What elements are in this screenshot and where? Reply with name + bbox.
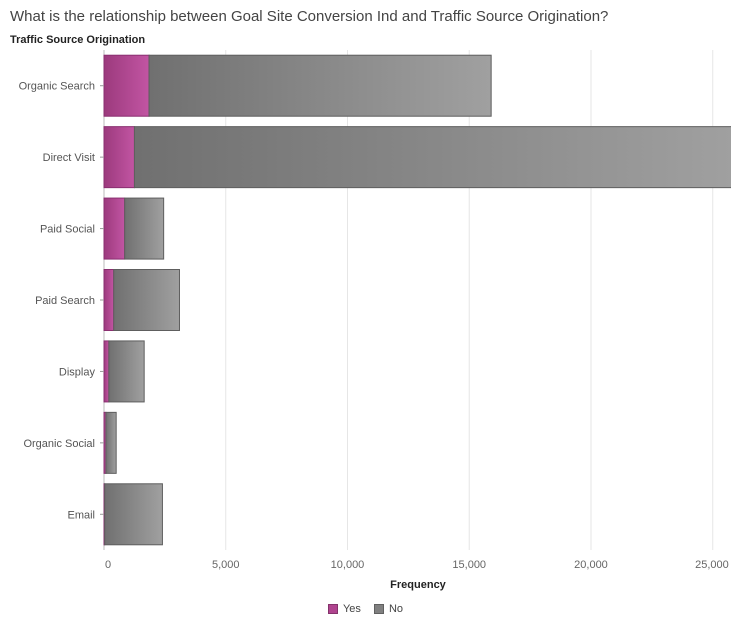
bar-no-email[interactable]	[104, 483, 163, 546]
bar-yes-direct-visit[interactable]	[103, 126, 135, 189]
category-label: Organic Social	[23, 438, 95, 450]
category-label: Organic Search	[19, 81, 95, 93]
bar-no-direct-visit[interactable]	[133, 126, 731, 189]
bar-no-organic-social[interactable]	[105, 411, 117, 474]
legend: Yes No	[0, 603, 731, 617]
bar-yes-organic-search[interactable]	[103, 54, 150, 117]
category-labels: Organic Search Direct Visit Paid Social Pai…	[19, 81, 104, 521]
category-label: Paid Search	[35, 295, 95, 307]
x-tick-label: 15,000	[452, 559, 486, 571]
x-axis-title: Frequency	[390, 579, 447, 591]
category-label: Display	[59, 366, 96, 378]
legend-label-yes: Yes	[342, 603, 361, 615]
bar-chart: Organic Search Direct Visit Paid Social Pai…	[19, 50, 731, 591]
bar-yes-display[interactable]	[103, 340, 110, 403]
grid-lines	[103, 50, 714, 550]
bar-no-organic-search[interactable]	[148, 54, 492, 117]
legend-swatch-no	[373, 604, 384, 614]
bar-yes-paid-search[interactable]	[103, 269, 115, 331]
bars-group	[103, 54, 731, 546]
legend-swatch-yes	[327, 604, 338, 614]
category-label: Email	[67, 509, 95, 521]
legend-item-yes[interactable]: Yes	[327, 603, 361, 615]
legend-label-no: No	[388, 603, 404, 615]
x-tick-label: 25,000	[695, 559, 729, 571]
x-tick-label: 10,000	[331, 559, 365, 571]
bar-yes-paid-social[interactable]	[103, 197, 126, 260]
x-axis-ticks: 0 5,000 10,000 15,000 20,000 25,000	[105, 559, 729, 571]
bar-no-paid-search[interactable]	[113, 269, 180, 331]
x-tick-label: 5,000	[212, 559, 240, 571]
bar-no-display[interactable]	[108, 340, 145, 403]
x-tick-label: 0	[105, 559, 111, 571]
category-label: Paid Social	[40, 224, 95, 236]
legend-item-no[interactable]: No	[373, 603, 404, 615]
x-tick-label: 20,000	[574, 559, 608, 571]
y-axis-title: Traffic Source Origination	[10, 34, 146, 46]
bar-no-paid-social[interactable]	[124, 197, 165, 260]
category-label: Direct Visit	[43, 152, 95, 164]
chart-title: What is the relationship between Goal Si…	[10, 8, 609, 25]
